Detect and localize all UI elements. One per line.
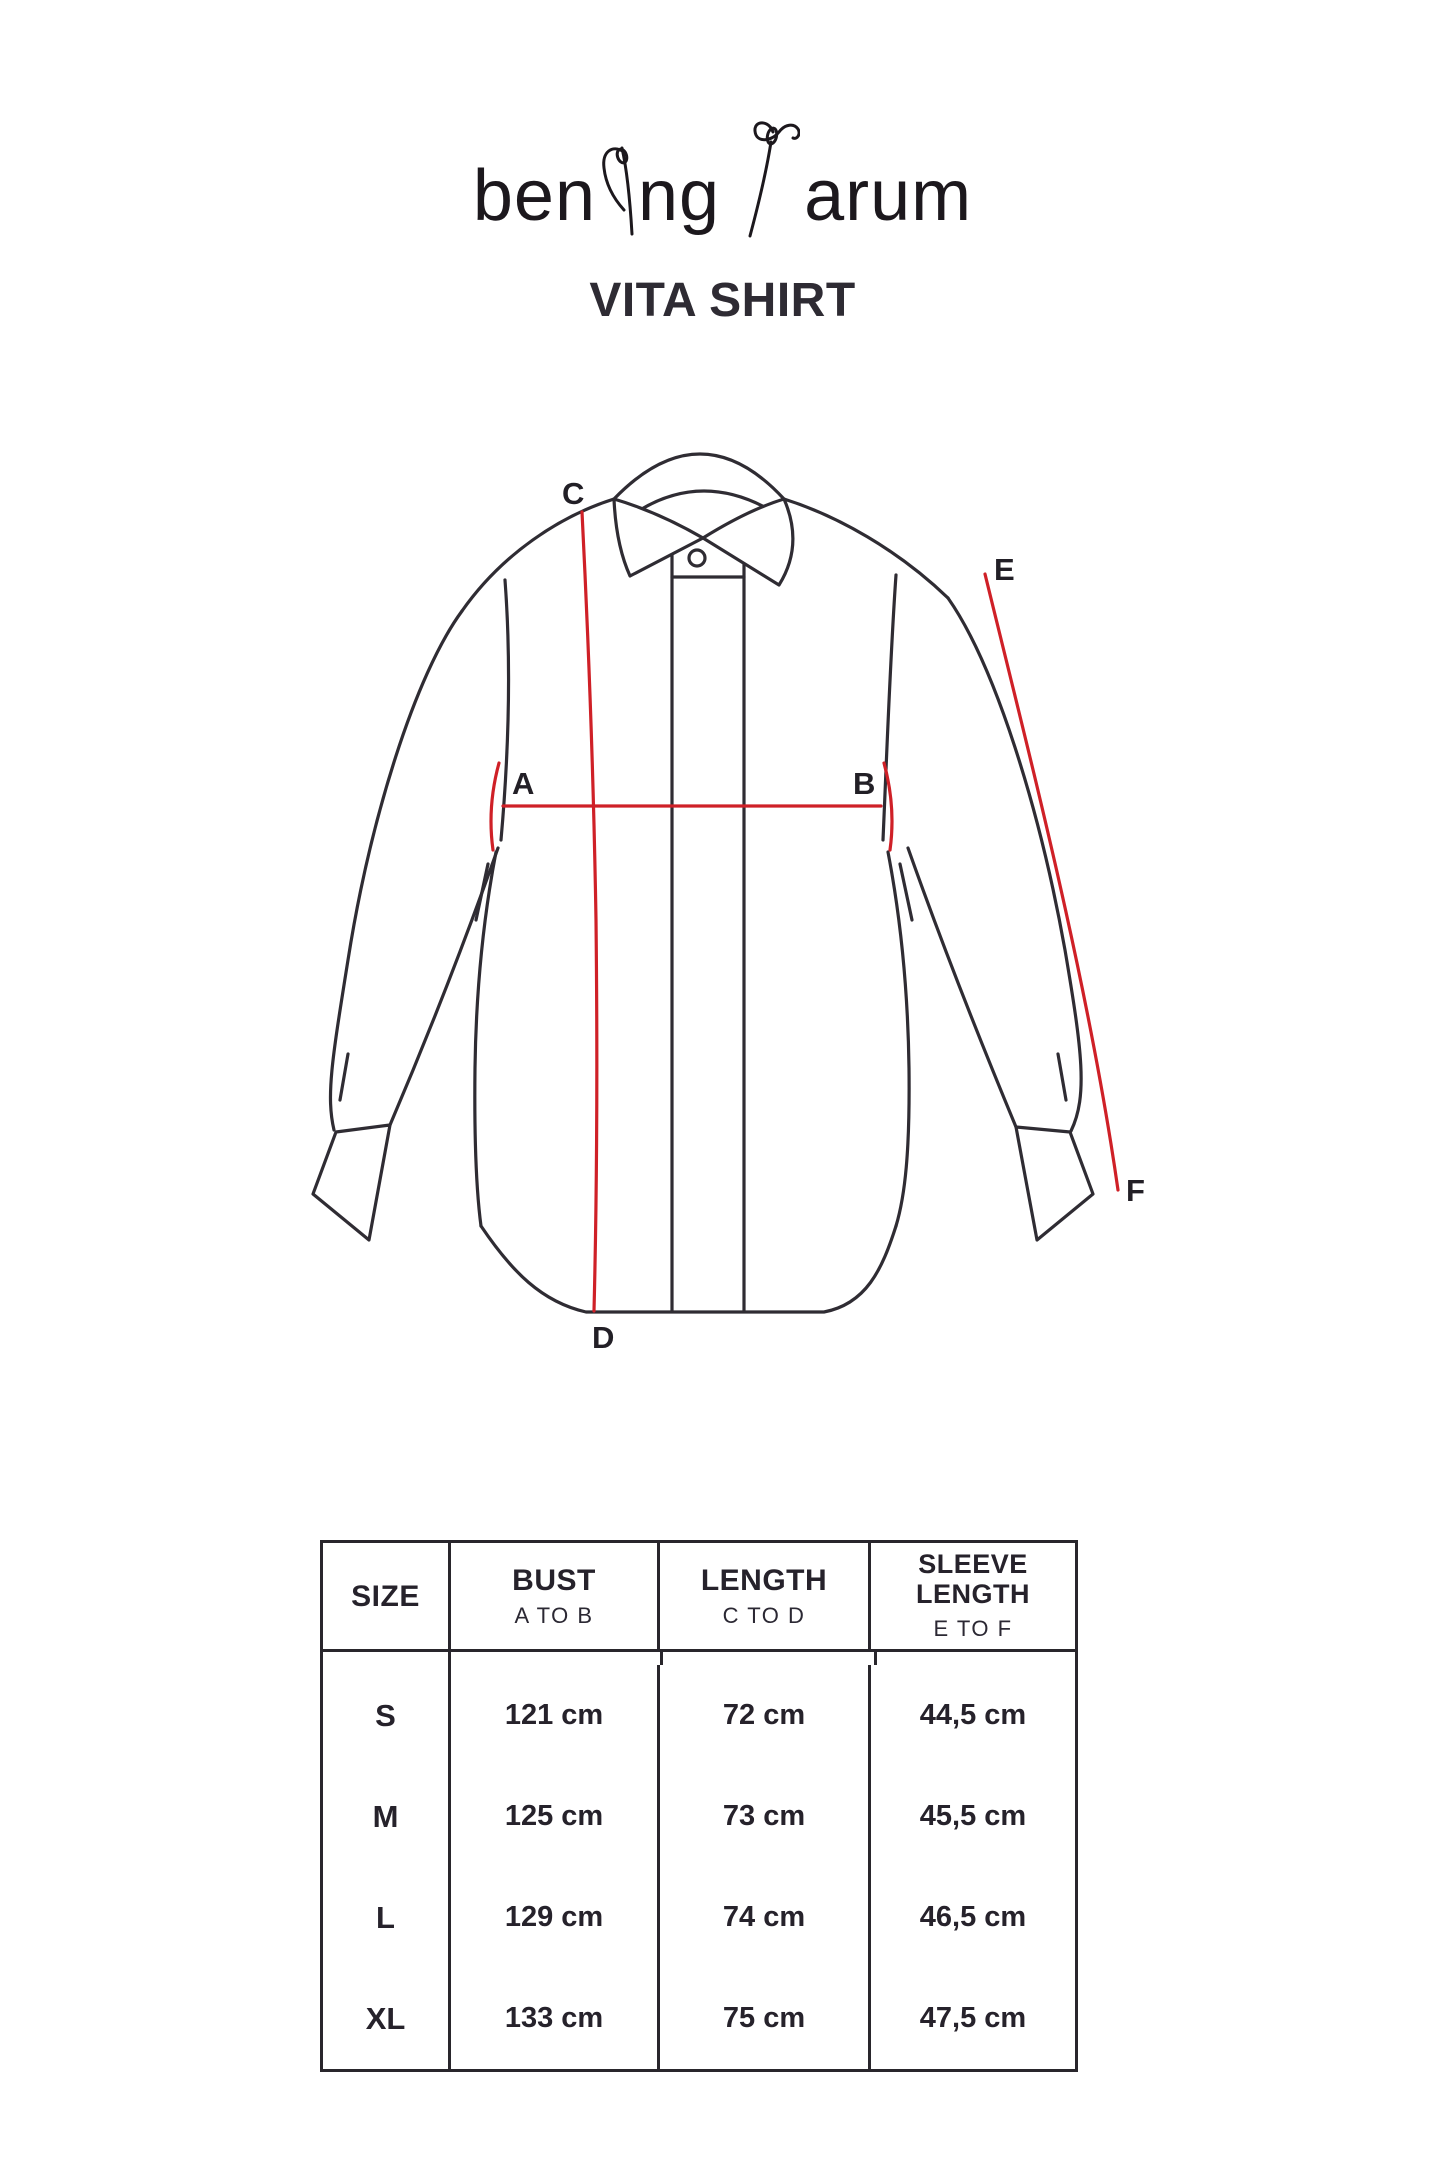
collar-top-edge bbox=[612, 452, 786, 501]
table-cell-bust: 121 cm bbox=[448, 1665, 657, 1766]
table-cell-sleeve: 46,5 cm bbox=[868, 1867, 1075, 1968]
right-shoulder-seam bbox=[782, 497, 950, 600]
page-title: VITA SHIRT bbox=[589, 274, 856, 327]
needle-icon bbox=[602, 146, 634, 236]
bust-right-arc bbox=[882, 761, 894, 852]
table-cell-bust: 133 cm bbox=[448, 1968, 657, 2069]
size-table-body: S 121 cm 72 cm 44,5 cm M 125 cm 73 cm 45… bbox=[323, 1652, 1075, 2069]
shirt-measurement-diagram: A B C D E F bbox=[220, 420, 1230, 1400]
size-table-header: SIZE BUST A TO B LENGTH C TO D SLEEVE LE… bbox=[323, 1543, 1075, 1652]
marker-d: D bbox=[592, 1320, 614, 1355]
header-size: SIZE bbox=[323, 1543, 448, 1652]
marker-c: C bbox=[562, 476, 584, 511]
table-cell-sleeve: 45,5 cm bbox=[868, 1766, 1075, 1867]
table-cell-sleeve: 44,5 cm bbox=[868, 1665, 1075, 1766]
table-cell-bust: 129 cm bbox=[448, 1867, 657, 1968]
header-bust: BUST A TO B bbox=[448, 1543, 657, 1652]
right-armhole-seam bbox=[881, 573, 898, 842]
right-cuff bbox=[1014, 1125, 1095, 1242]
needle-thread-icon bbox=[748, 121, 801, 238]
left-collar-leaf bbox=[612, 497, 705, 578]
brand-logo: ben ng arum bbox=[0, 118, 1445, 238]
hem bbox=[479, 1224, 898, 1314]
table-cell-length: 72 cm bbox=[657, 1665, 868, 1766]
left-armhole-seam bbox=[499, 578, 511, 842]
button bbox=[687, 548, 707, 568]
table-cell-sleeve: 47,5 cm bbox=[868, 1968, 1075, 2069]
table-cell-size: XL bbox=[365, 2000, 406, 2036]
right-sleeve-inner bbox=[906, 846, 1018, 1129]
bust-left-arc bbox=[489, 761, 501, 852]
left-cuff bbox=[311, 1123, 392, 1242]
table-cell-size: S bbox=[375, 1697, 396, 1733]
header-sleeve-length: SLEEVE LENGTH E TO F bbox=[868, 1543, 1075, 1652]
right-cuff-slit bbox=[1056, 1052, 1068, 1102]
table-cell-length: 73 cm bbox=[657, 1766, 868, 1867]
shirt-drawing: A B C D E F bbox=[311, 452, 1145, 1355]
table-cell-length: 74 cm bbox=[657, 1867, 868, 1968]
table-cell-size: M bbox=[372, 1798, 399, 1834]
logo-text-ng: ng bbox=[638, 156, 721, 236]
length-measure-line bbox=[580, 510, 599, 1313]
left-cuff-slit bbox=[338, 1052, 350, 1102]
left-side-seam bbox=[473, 850, 498, 1228]
marker-f: F bbox=[1126, 1173, 1145, 1208]
right-collar-leaf bbox=[701, 497, 795, 587]
table-cell-length: 75 cm bbox=[657, 1968, 868, 2069]
left-sleeve-outer bbox=[328, 609, 464, 1132]
right-underarm-seam bbox=[898, 862, 914, 922]
table-cell-bust: 125 cm bbox=[448, 1766, 657, 1867]
left-underarm-seam bbox=[474, 862, 490, 922]
marker-a: A bbox=[512, 766, 534, 801]
header-length: LENGTH C TO D bbox=[657, 1543, 868, 1652]
left-shoulder-seam bbox=[460, 497, 616, 613]
logo-text-ben: ben bbox=[472, 156, 596, 236]
logo-text-arum: arum bbox=[804, 156, 973, 236]
sleeve-measure-line bbox=[983, 572, 1120, 1192]
right-sleeve-outer bbox=[946, 596, 1083, 1133]
marker-e: E bbox=[994, 552, 1015, 587]
right-side-seam bbox=[886, 850, 911, 1228]
size-table: SIZE BUST A TO B LENGTH C TO D SLEEVE LE… bbox=[320, 1540, 1078, 2072]
marker-b: B bbox=[853, 766, 875, 801]
table-cell-size: L bbox=[376, 1899, 395, 1935]
collar-band bbox=[638, 489, 772, 512]
